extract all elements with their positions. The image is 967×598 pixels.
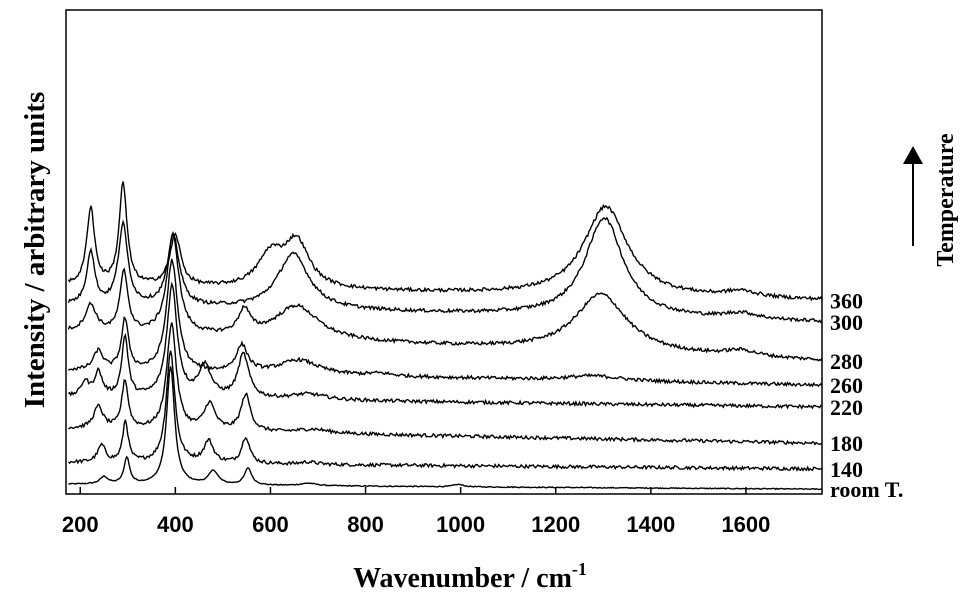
- x-axis-ticks: 200 400 600 800 1000 1200 1400 1600: [62, 487, 770, 537]
- series-label-5: 260: [830, 373, 863, 398]
- x-tick-label: 600: [252, 512, 289, 537]
- series-line-3: [68, 322, 823, 446]
- y-axis-title: Intensity / arbitrary units: [19, 92, 51, 409]
- series-line-5: [67, 258, 823, 388]
- series-label-1: room T.: [830, 477, 903, 502]
- series-line-6: [67, 231, 823, 362]
- series-label-4: 220: [830, 395, 863, 420]
- series-label-2: 140: [830, 457, 863, 482]
- series-line-2: [67, 350, 823, 472]
- x-tick-label: 1600: [721, 512, 770, 537]
- series-label-3: 180: [830, 431, 863, 456]
- series-curves: [67, 181, 823, 491]
- x-tick-label: 1200: [531, 512, 580, 537]
- x-tick-label: 1000: [436, 512, 485, 537]
- plot-frame: [65, 9, 823, 495]
- series-line-4: [68, 281, 822, 410]
- series-line-1: [68, 366, 823, 491]
- series-line-7: [67, 216, 823, 324]
- series-label-7: 300: [830, 310, 863, 335]
- x-axis-title: Wavenumber / cm-1: [353, 559, 587, 594]
- x-tick-label: 400: [157, 512, 194, 537]
- series-label-8: 360: [830, 288, 863, 313]
- temperature-arrow-icon: [903, 146, 923, 246]
- series-line-8: [67, 181, 823, 302]
- series-label-6: 280: [830, 349, 863, 374]
- x-tick-label: 1400: [626, 512, 675, 537]
- temperature-label: Temperature: [933, 133, 959, 267]
- x-tick-label: 200: [62, 512, 99, 537]
- x-tick-label: 800: [347, 512, 384, 537]
